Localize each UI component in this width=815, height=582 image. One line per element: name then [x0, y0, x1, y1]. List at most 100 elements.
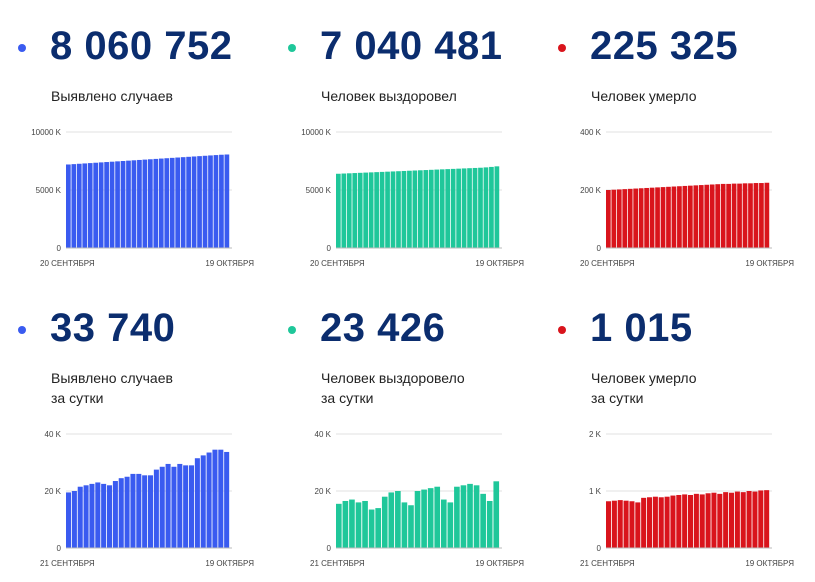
total-deaths-caption: Человек умерло [591, 86, 697, 106]
bar [357, 172, 363, 248]
bar [658, 497, 664, 548]
bar [101, 483, 107, 549]
bar [200, 455, 206, 549]
bar [616, 189, 622, 248]
bar [177, 463, 183, 549]
bar [213, 155, 219, 248]
y-tick-label: 0 [57, 244, 62, 253]
daily-deaths-chart: 2 K 1 K 0 21 СЕНТЯБРЯ 19 ОКТЯБРЯ [580, 430, 794, 568]
bar [423, 170, 429, 248]
y-tick-label: 10000 K [31, 128, 61, 137]
bar [731, 183, 737, 248]
bar [693, 493, 699, 548]
bar [118, 478, 124, 549]
bar [224, 451, 230, 548]
caption-line: Выявлено случаев [51, 370, 173, 386]
bar [764, 490, 770, 548]
bar [644, 187, 649, 248]
bar [362, 500, 368, 548]
bar [666, 186, 671, 248]
bar [191, 156, 197, 248]
bar [336, 503, 342, 548]
bar [494, 166, 500, 248]
bar [77, 486, 83, 548]
bar [720, 183, 726, 248]
bar [688, 185, 693, 248]
panel-daily-cases: 33 740 Выявлено случаев за сутки 40 K 20 … [0, 282, 265, 568]
bar [408, 505, 414, 548]
bar [677, 186, 682, 248]
bar [737, 183, 742, 248]
panel-daily-deaths: 1 015 Человек умерло за сутки 2 K 1 K 0 21 … [540, 282, 805, 568]
bar [622, 189, 628, 248]
bar [715, 184, 721, 248]
x-start-label: 20 СЕНТЯБРЯ [310, 259, 365, 268]
caption-line: Выявлено случаев [51, 88, 173, 104]
bar [450, 168, 456, 248]
bar [124, 476, 130, 548]
bar [421, 489, 427, 548]
bar [473, 485, 480, 548]
bar [66, 164, 71, 248]
bar [709, 184, 715, 248]
bar [641, 497, 647, 548]
bar [456, 168, 461, 248]
bar [218, 449, 224, 549]
bar [169, 157, 175, 248]
bar [395, 491, 401, 548]
bar [349, 499, 355, 548]
bar [164, 158, 170, 248]
bar [740, 492, 746, 548]
bar [414, 491, 421, 548]
bar [115, 161, 120, 248]
bar [489, 166, 494, 248]
bar [682, 185, 688, 248]
x-start-label: 20 СЕНТЯБРЯ [580, 259, 635, 268]
bar [629, 501, 635, 548]
y-tick-label: 0 [57, 544, 62, 553]
y-tick-label: 1 K [589, 487, 602, 496]
bar [98, 162, 104, 248]
bar [342, 500, 349, 548]
bar [112, 481, 118, 548]
caption-line: за сутки [591, 390, 644, 406]
total-cases-chart: 10000 K 5000 K 0 20 СЕНТЯБРЯ 19 ОКТЯБРЯ [31, 128, 254, 268]
bar [368, 509, 375, 549]
bar [341, 173, 347, 248]
total-deaths-chart: 400 K 200 K 0 20 СЕНТЯБРЯ 19 ОКТЯБРЯ [580, 128, 794, 268]
daily-deaths-number: 1 015 [590, 306, 693, 350]
bar [183, 465, 189, 548]
total-recovered-number: 7 040 481 [320, 24, 503, 68]
bar [368, 172, 374, 248]
bar [617, 500, 623, 548]
bar [428, 169, 434, 248]
caption-line: за сутки [51, 390, 104, 406]
bar [363, 172, 369, 248]
bar [175, 157, 181, 248]
bar [355, 502, 362, 548]
bar [461, 168, 467, 248]
bar [212, 449, 218, 549]
y-tick-label: 10000 K [301, 128, 331, 137]
bar [189, 465, 195, 548]
bar [401, 502, 408, 548]
bar [746, 491, 752, 548]
bar [194, 458, 200, 548]
daily-cases-caption: Выявлено случаев за сутки [51, 368, 173, 408]
bar [390, 171, 396, 248]
bar [606, 501, 612, 548]
bar [467, 168, 472, 248]
bar [381, 496, 388, 548]
bar [480, 493, 486, 548]
bar [165, 463, 171, 549]
bar [493, 481, 500, 548]
bar [153, 158, 159, 248]
total-deaths-number: 225 325 [590, 24, 739, 68]
y-tick-label: 200 K [580, 186, 602, 195]
bar [89, 483, 95, 549]
bar [153, 469, 159, 549]
total-recovered-caption: Человек выздоровел [321, 86, 457, 106]
bar [460, 485, 467, 548]
bar [759, 183, 764, 248]
bar [627, 188, 633, 248]
